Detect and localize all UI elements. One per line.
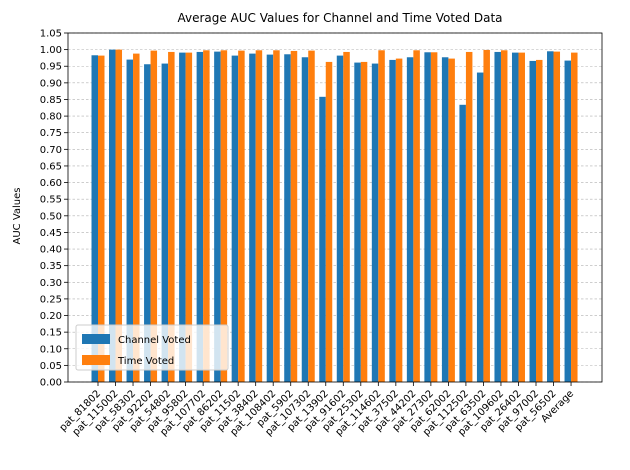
bar-channel-voted [179, 52, 186, 383]
bar-channel-voted [319, 96, 326, 383]
bar-time-voted [483, 49, 490, 383]
bar-time-voted [360, 61, 368, 382]
plot-frame [67, 32, 603, 383]
legend-box [75, 324, 229, 371]
bar-channel-voted [161, 63, 169, 383]
y-tick-label: 0.65 [40, 161, 62, 172]
bar-channel-voted [547, 51, 554, 383]
axes [67, 32, 603, 383]
bar-channel-voted [266, 54, 274, 382]
bar-channel-voted [231, 55, 239, 383]
bar-time-voted [273, 50, 280, 382]
bar-time-voted [115, 49, 123, 382]
bar-channel-voted [196, 51, 204, 383]
bar-time-voted [343, 51, 350, 383]
bar-time-voted [325, 61, 333, 382]
y-tick-label: 0.50 [40, 211, 62, 222]
bar-channel-voted [511, 52, 519, 383]
y-axis-label: AUC Values [12, 188, 23, 245]
bar-channel-voted [109, 49, 116, 382]
bar-channel-voted [441, 57, 449, 383]
y-tick-label: 0.25 [40, 294, 62, 305]
bar-time-voted [238, 50, 245, 383]
bar-time-voted [290, 50, 298, 382]
bar-channel-voted [126, 59, 134, 382]
bar-time-voted [133, 53, 140, 383]
bar-channel-voted [389, 59, 396, 383]
bar-time-voted [448, 58, 455, 383]
bar-channel-voted [301, 57, 309, 383]
bar-time-voted [553, 51, 561, 382]
y-tick-label: 0.00 [40, 378, 62, 389]
y-tick-label: 1.05 [40, 29, 62, 40]
bar-channel-voted [371, 63, 379, 383]
y-tick-label: 0.35 [40, 261, 62, 272]
bar-time-voted [518, 52, 525, 383]
bar-time-voted [378, 50, 385, 382]
chart-title: Average AUC Values for Channel and Time … [177, 11, 502, 25]
bar-time-voted [571, 52, 578, 383]
bar-time-voted [395, 58, 403, 383]
bar-time-voted [413, 50, 420, 382]
bars [91, 49, 578, 383]
bar-channel-voted [529, 60, 536, 383]
bar-time-voted [536, 59, 543, 383]
y-tick-label: 0.40 [40, 245, 62, 256]
bar-time-voted [168, 51, 175, 383]
legend-label-time-voted: Time Voted [117, 356, 174, 367]
bar-time-voted [255, 50, 263, 382]
y-tick-label: 0.95 [40, 62, 62, 73]
bar-time-voted [430, 52, 438, 382]
y-tick-label: 0.30 [40, 278, 62, 289]
x-ticks: pat_81802pat_115002pat_58302pat_92202pat… [58, 382, 576, 438]
bar-time-voted [465, 51, 473, 383]
bar-time-voted [203, 50, 210, 382]
bar-channel-voted [249, 53, 256, 383]
legend-swatch-time-voted [82, 355, 110, 365]
y-ticks: 0.00 0.05 0.10 0.15 0.20 0.25 0.30 0.35 0.40 0.45… [40, 29, 68, 389]
y-tick-label: 0.15 [40, 328, 62, 339]
bar-time-voted [308, 50, 315, 383]
bar-time-voted [150, 50, 158, 383]
bar-channel-voted [494, 51, 501, 383]
bar-channel-voted [354, 62, 361, 382]
y-tick-label: 0.90 [40, 78, 62, 89]
y-tick-label: 0.20 [40, 311, 62, 322]
y-tick-label: 0.55 [40, 195, 62, 206]
legend: Channel Voted Time Voted [75, 324, 229, 371]
bar-time-voted [500, 50, 508, 382]
y-tick-label: 0.10 [40, 344, 62, 355]
bar-time-voted [98, 55, 105, 383]
bar-time-voted [220, 50, 228, 382]
bar-channel-voted [91, 55, 98, 382]
y-tick-label: 0.75 [40, 128, 62, 139]
bar-time-voted [185, 52, 193, 383]
y-tick-label: 0.70 [40, 145, 62, 156]
bar-channel-voted [564, 60, 572, 383]
bar-channel-voted [284, 54, 291, 383]
legend-label-channel-voted: Channel Voted [118, 335, 191, 346]
bar-channel-voted [406, 57, 414, 383]
bar-channel-voted [424, 52, 431, 382]
bar-channel-voted [459, 104, 466, 383]
y-tick-label: 1.00 [40, 45, 62, 56]
y-tick-label: 0.05 [40, 361, 62, 372]
bar-channel-voted [476, 72, 484, 382]
y-tick-label: 0.85 [40, 95, 62, 106]
gridlines [68, 32, 602, 383]
bar-channel-voted [336, 55, 344, 383]
bar-channel-voted [214, 51, 221, 382]
y-tick-label: 0.45 [40, 228, 62, 239]
y-tick-label: 0.60 [40, 178, 62, 189]
legend-swatch-channel-voted [82, 334, 110, 344]
bar-channel-voted [144, 64, 151, 383]
y-tick-label: 0.80 [40, 112, 62, 123]
